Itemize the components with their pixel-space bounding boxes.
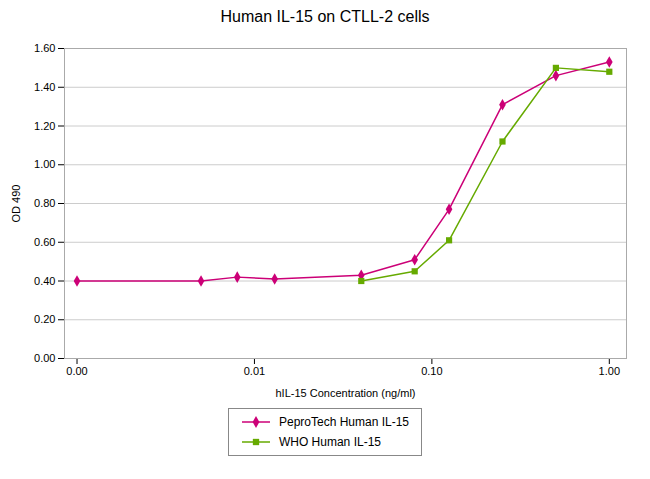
html-text:WHO Human IL-15: WHO Human IL-15 bbox=[279, 435, 381, 449]
svg-text:OD 490: OD 490 bbox=[10, 185, 22, 223]
svg-text:0.00: 0.00 bbox=[34, 352, 55, 364]
svg-text:0.60: 0.60 bbox=[34, 236, 55, 248]
svg-text:1.20: 1.20 bbox=[34, 120, 55, 132]
svg-text:0.40: 0.40 bbox=[34, 275, 55, 287]
svg-text:0.80: 0.80 bbox=[34, 197, 55, 209]
svg-text:hIL-15 Concentration (ng/ml): hIL-15 Concentration (ng/ml) bbox=[275, 387, 415, 399]
svg-text:0.01: 0.01 bbox=[244, 365, 265, 377]
html-text:Human IL-15 on CTLL-2 cells: Human IL-15 on CTLL-2 cells bbox=[220, 8, 430, 25]
svg-text:0.20: 0.20 bbox=[34, 313, 55, 325]
svg-text:0.00: 0.00 bbox=[66, 365, 87, 377]
svg-text:1.00: 1.00 bbox=[34, 158, 55, 170]
svg-text:1.00: 1.00 bbox=[599, 365, 620, 377]
html-text:PeproTech Human IL-15: PeproTech Human IL-15 bbox=[279, 415, 409, 429]
svg-text:1.60: 1.60 bbox=[34, 42, 55, 54]
svg-text:0.10: 0.10 bbox=[421, 365, 442, 377]
svg-text:1.40: 1.40 bbox=[34, 81, 55, 93]
